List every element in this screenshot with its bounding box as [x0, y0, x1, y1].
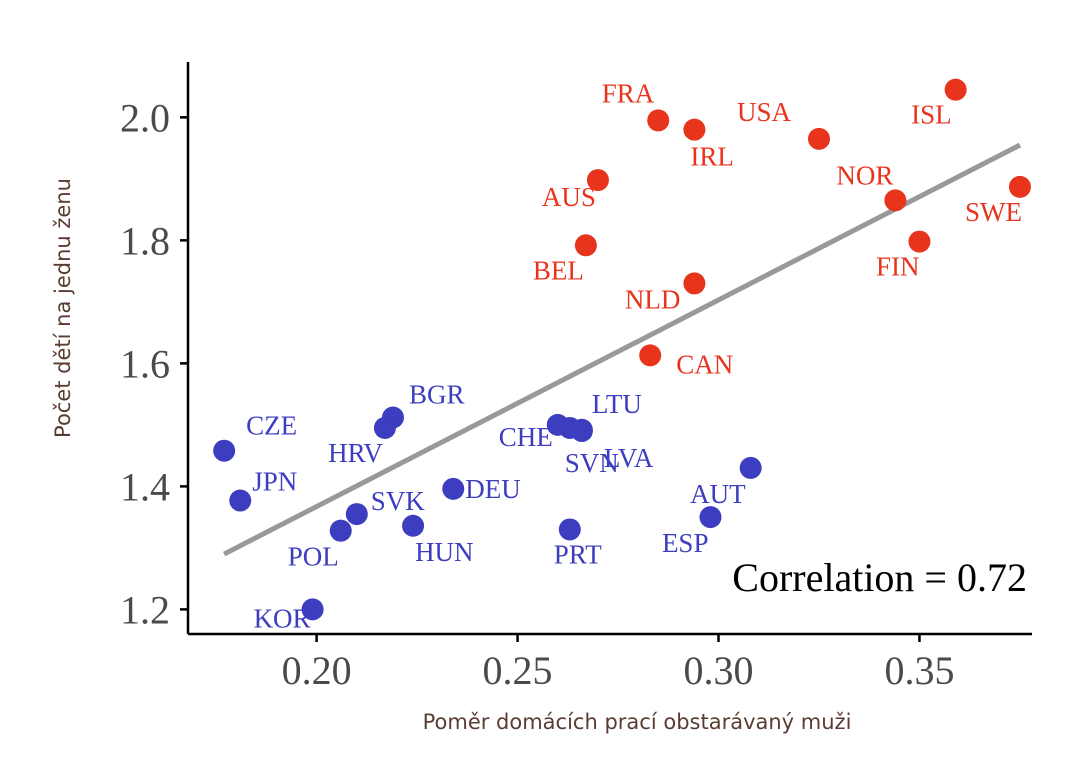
y-tick-label: 1.2 [120, 587, 170, 632]
point-label-nld: NLD [625, 284, 681, 314]
data-point-hun [402, 514, 425, 537]
data-point-aut [739, 456, 762, 479]
point-label-isl: ISL [911, 100, 952, 130]
y-tick-label: 2.0 [120, 95, 170, 140]
x-tick-label: 0.20 [282, 648, 352, 693]
x-tick-label: 0.35 [884, 648, 954, 693]
point-label-prt: PRT [554, 539, 602, 569]
data-point-bel [574, 234, 597, 257]
data-point-swe [1008, 175, 1031, 198]
data-point-lva [570, 420, 593, 443]
point-label-bel: BEL [533, 255, 584, 285]
y-axis-title: Počet dětí na jednu ženu [51, 178, 75, 438]
point-label-fra: FRA [602, 78, 655, 108]
y-tick-label: 1.8 [120, 218, 170, 263]
data-point-deu [442, 477, 465, 500]
point-label-pol: POL [288, 542, 339, 572]
y-tick-label: 1.6 [120, 341, 170, 386]
point-label-fin: FIN [876, 252, 920, 282]
data-point-cze [213, 439, 236, 462]
x-tick-label: 0.25 [483, 648, 553, 693]
data-point-svk [345, 503, 368, 526]
data-point-prt [558, 518, 581, 541]
data-point-fin [908, 230, 931, 253]
data-point-jpn [229, 489, 252, 512]
data-point-nld [683, 272, 706, 295]
point-label-usa: USA [737, 97, 792, 127]
point-label-cze: CZE [246, 411, 297, 441]
axes: 0.20 0.25 0.30 0.35 1.2 1.4 1.6 1.8 2.0 [120, 62, 1032, 693]
point-label-bgr: BGR [409, 380, 465, 410]
data-point-can [639, 344, 662, 367]
data-point-fra [647, 109, 670, 132]
y-tick-label: 1.4 [120, 464, 170, 509]
point-label-hun: HUN [415, 537, 474, 567]
point-label-jpn: JPN [252, 467, 297, 497]
point-label-irl: IRL [690, 142, 734, 172]
point-label-aus: AUS [542, 182, 596, 212]
x-ticks: 0.20 0.25 0.30 0.35 [282, 634, 954, 693]
x-tick-label: 0.30 [684, 648, 754, 693]
point-label-nor: NOR [836, 160, 893, 190]
point-label-aut: AUT [690, 479, 746, 509]
data-point-irl [683, 118, 706, 141]
y-ticks: 1.2 1.4 1.6 1.8 2.0 [120, 95, 188, 632]
data-point-hrv [373, 416, 396, 439]
data-point-usa [807, 127, 830, 150]
point-label-che: CHE [499, 422, 553, 452]
point-label-ltu: LTU [592, 389, 642, 419]
point-label-kor: KOR [254, 603, 311, 633]
data-point-isl [944, 78, 967, 101]
data-point-aus [586, 169, 609, 192]
data-point-pol [329, 519, 352, 542]
data-points [213, 78, 1031, 621]
point-label-svk: SVK [371, 486, 426, 516]
point-label-swe: SWE [965, 197, 1022, 227]
trend-line [223, 142, 1022, 557]
point-label-hrv: HRV [328, 438, 383, 468]
point-label-svn: SVN [565, 448, 619, 478]
point-label-esp: ESP [662, 528, 709, 558]
correlation-annotation: Correlation = 0.72 [732, 555, 1027, 600]
x-axis-title: Poměr domácích prací obstarávaný muži [423, 710, 852, 734]
point-label-lva: LVA [604, 443, 654, 473]
data-point-esp [699, 506, 722, 529]
point-label-deu: DEU [465, 474, 521, 504]
data-point-nor [884, 189, 907, 212]
data-point-kor [301, 598, 324, 621]
point-label-can: CAN [676, 349, 733, 379]
